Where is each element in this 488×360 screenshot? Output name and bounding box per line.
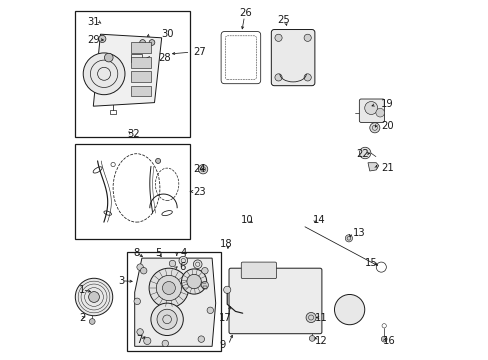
Circle shape xyxy=(359,147,370,159)
Bar xyxy=(127,252,221,351)
Text: 2: 2 xyxy=(79,312,85,323)
Circle shape xyxy=(162,340,168,347)
Polygon shape xyxy=(367,163,378,171)
Circle shape xyxy=(304,74,311,81)
Circle shape xyxy=(186,274,201,289)
Circle shape xyxy=(201,267,208,274)
Text: 24: 24 xyxy=(193,164,205,174)
Polygon shape xyxy=(93,34,162,106)
FancyBboxPatch shape xyxy=(271,30,314,86)
Text: 26: 26 xyxy=(239,8,251,18)
Circle shape xyxy=(309,336,314,341)
FancyBboxPatch shape xyxy=(241,262,276,279)
Circle shape xyxy=(99,35,106,42)
Text: 13: 13 xyxy=(352,228,365,238)
Circle shape xyxy=(83,53,125,95)
Text: 6: 6 xyxy=(179,262,186,272)
Circle shape xyxy=(223,286,230,293)
Text: 28: 28 xyxy=(158,53,170,63)
Bar xyxy=(75,11,190,137)
Circle shape xyxy=(304,34,311,41)
Bar xyxy=(131,71,151,82)
Bar xyxy=(203,286,206,289)
Circle shape xyxy=(137,329,143,335)
Circle shape xyxy=(155,158,160,163)
Circle shape xyxy=(274,74,282,81)
Polygon shape xyxy=(134,258,215,346)
Text: 7: 7 xyxy=(136,335,142,345)
Circle shape xyxy=(375,108,384,117)
Bar xyxy=(131,57,151,68)
Circle shape xyxy=(162,282,175,294)
Bar xyxy=(131,42,151,53)
Circle shape xyxy=(305,312,316,323)
Text: 11: 11 xyxy=(314,312,327,323)
Circle shape xyxy=(134,298,140,305)
Circle shape xyxy=(157,309,177,329)
Text: 16: 16 xyxy=(382,336,395,346)
Circle shape xyxy=(140,40,145,45)
Text: 14: 14 xyxy=(312,215,325,225)
Circle shape xyxy=(193,260,202,269)
Text: 22: 22 xyxy=(355,149,368,159)
Circle shape xyxy=(104,53,113,62)
Circle shape xyxy=(369,123,379,133)
Text: 23: 23 xyxy=(193,186,205,197)
Circle shape xyxy=(151,303,183,336)
Circle shape xyxy=(149,268,188,308)
Circle shape xyxy=(274,34,282,41)
Text: 1: 1 xyxy=(79,285,85,295)
Circle shape xyxy=(137,264,143,270)
FancyBboxPatch shape xyxy=(359,99,384,122)
Text: 27: 27 xyxy=(193,47,206,57)
Circle shape xyxy=(345,235,352,242)
Circle shape xyxy=(179,256,187,265)
Text: 10: 10 xyxy=(241,215,253,225)
Text: 20: 20 xyxy=(381,121,393,131)
Text: 15: 15 xyxy=(365,258,377,268)
Text: 25: 25 xyxy=(276,15,289,25)
Circle shape xyxy=(149,40,155,45)
Circle shape xyxy=(88,292,99,302)
Text: 31: 31 xyxy=(87,17,100,27)
Circle shape xyxy=(198,336,204,342)
Text: 12: 12 xyxy=(314,336,327,346)
Text: 19: 19 xyxy=(381,99,393,109)
Bar xyxy=(131,86,151,96)
Circle shape xyxy=(89,319,95,324)
Circle shape xyxy=(206,307,213,314)
Circle shape xyxy=(143,337,151,345)
Text: 9: 9 xyxy=(219,340,225,350)
Circle shape xyxy=(364,102,377,114)
Text: 32: 32 xyxy=(127,129,140,139)
Text: 3: 3 xyxy=(118,276,124,286)
Circle shape xyxy=(381,336,386,342)
FancyBboxPatch shape xyxy=(228,268,321,334)
Text: 21: 21 xyxy=(381,163,393,173)
Text: 5: 5 xyxy=(155,248,161,258)
Circle shape xyxy=(198,165,207,174)
Text: 30: 30 xyxy=(161,29,173,39)
Bar xyxy=(75,144,190,239)
Text: 17: 17 xyxy=(219,312,232,323)
Text: 29: 29 xyxy=(87,35,100,45)
Text: 4: 4 xyxy=(180,248,186,258)
Circle shape xyxy=(75,278,113,316)
Circle shape xyxy=(140,267,146,274)
Circle shape xyxy=(156,275,181,301)
Bar xyxy=(131,54,142,62)
Circle shape xyxy=(169,260,175,267)
Circle shape xyxy=(334,294,364,325)
Bar xyxy=(110,110,116,114)
Circle shape xyxy=(181,269,206,294)
Text: 8: 8 xyxy=(133,248,139,258)
Circle shape xyxy=(201,282,208,289)
Text: 18: 18 xyxy=(220,239,232,249)
